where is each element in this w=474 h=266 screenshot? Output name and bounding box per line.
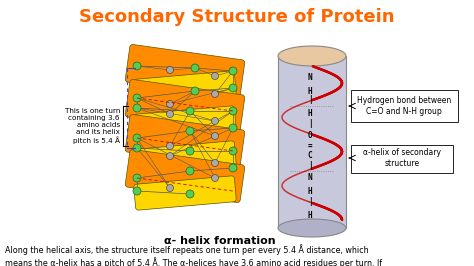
Circle shape [229,84,237,92]
Circle shape [186,167,194,175]
Text: H: H [308,186,312,196]
FancyBboxPatch shape [351,145,453,173]
FancyBboxPatch shape [134,71,236,105]
Circle shape [211,73,219,80]
Circle shape [229,67,237,75]
Circle shape [229,164,237,172]
Text: N: N [308,173,312,182]
Text: This is one turn
containing 3.6
amino acids
and its helix
pitch is 5.4 Å: This is one turn containing 3.6 amino ac… [64,108,120,144]
FancyBboxPatch shape [125,149,245,202]
Text: H: H [308,211,312,221]
Circle shape [211,132,219,139]
Circle shape [166,66,173,73]
Circle shape [229,107,237,115]
Circle shape [186,127,194,135]
Circle shape [229,124,237,132]
FancyBboxPatch shape [125,80,245,132]
Circle shape [211,160,219,167]
Circle shape [133,174,141,182]
Circle shape [166,185,173,192]
Text: N: N [308,73,312,82]
Circle shape [211,174,219,181]
Text: H: H [308,110,312,118]
Circle shape [186,107,194,115]
Text: Along the helical axis, the structure itself repeats one turn per every 5.4 Å di: Along the helical axis, the structure it… [5,244,388,266]
Circle shape [166,101,173,107]
Circle shape [166,152,173,160]
Circle shape [229,147,237,155]
Circle shape [133,94,141,102]
Circle shape [186,147,194,155]
FancyBboxPatch shape [278,56,346,228]
FancyBboxPatch shape [134,141,236,175]
Circle shape [166,143,173,149]
Circle shape [191,87,199,95]
Circle shape [133,104,141,112]
Circle shape [133,62,141,70]
Text: |: | [308,161,312,171]
Text: Secondary Structure of Protein: Secondary Structure of Protein [79,8,395,26]
FancyBboxPatch shape [125,44,245,98]
Ellipse shape [278,219,346,237]
Text: Hydrogen bond between
C=O and N-H group: Hydrogen bond between C=O and N-H group [357,96,451,116]
Text: α-helix of secondary
structure: α-helix of secondary structure [363,148,441,168]
Circle shape [133,187,141,195]
Text: H: H [308,86,312,95]
Circle shape [166,110,173,118]
Text: |: | [308,197,312,206]
Text: =: = [308,142,312,151]
Text: C: C [308,152,312,160]
Circle shape [191,64,199,72]
Circle shape [186,190,194,198]
FancyBboxPatch shape [134,176,236,210]
Ellipse shape [278,46,346,66]
FancyBboxPatch shape [351,90,458,122]
Text: α- helix formation: α- helix formation [164,236,276,246]
Circle shape [133,134,141,142]
FancyBboxPatch shape [125,114,245,168]
Circle shape [211,118,219,124]
FancyBboxPatch shape [134,106,236,140]
Text: |: | [308,95,312,105]
Text: O: O [308,131,312,140]
Text: |: | [308,118,312,127]
Circle shape [211,90,219,98]
Circle shape [133,144,141,152]
